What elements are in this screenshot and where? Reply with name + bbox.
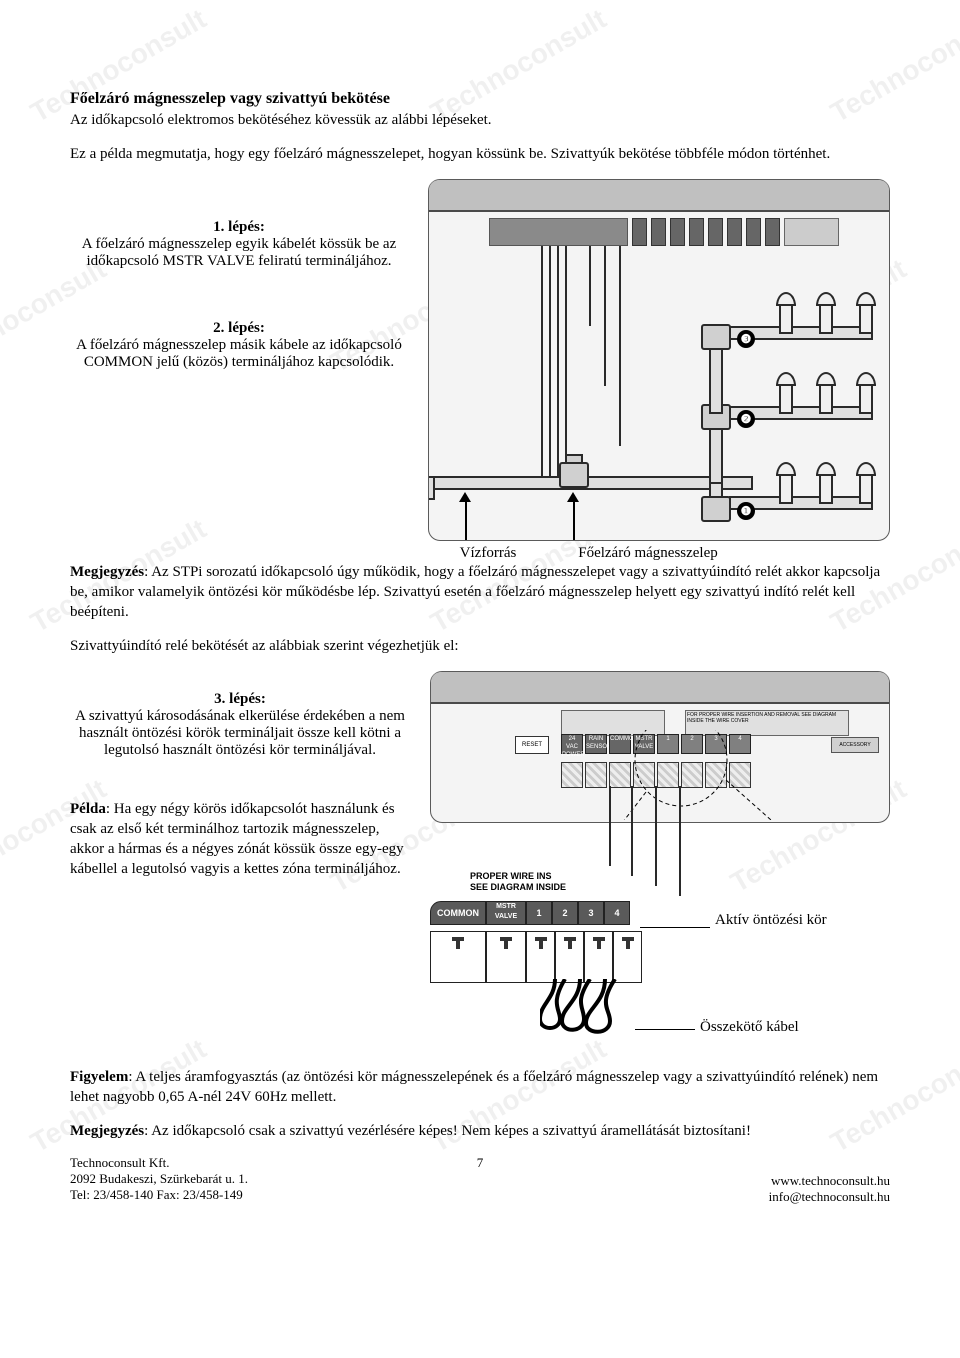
step-text-column: 1. lépés: A főelzáró mágnesszelep egyik … [70,179,408,371]
zoom-1: 1 [526,901,552,925]
intro-line-2: Ez a példa megmutatja, hogy egy főelzáró… [70,144,890,164]
accessory-label: ACCESSORY [831,737,879,753]
page: Technoconsult Technoconsult Technoconsul… [0,0,960,1195]
step3-column: 3. lépés: A szivattyú károsodásának elke… [70,671,410,894]
warn-label: Figyelem [70,1069,128,1085]
warn-text: : A teljes áramfogyasztás (az öntözési k… [70,1069,878,1105]
note-1: Megjegyzés: Az STPi sorozatú időkapcsoló… [70,562,890,623]
zoom-text-b: SEE DIAGRAM INSIDE [470,882,566,892]
steps-and-figure-1: 1. lépés: A főelzáró mágnesszelep egyik … [70,179,890,562]
note-2: Megjegyzés: Az időkapcsoló csak a szivat… [70,1121,890,1141]
callout-active: Aktív öntözési kör [715,911,827,929]
note1-text: : Az STPi sorozatú időkapcsoló úgy működ… [70,564,880,621]
panel-label-left [489,218,628,246]
footer-web: www.technoconsult.hu [771,1173,890,1188]
footer-company: Technoconsult Kft. [70,1155,169,1170]
example: Példa: Ha egy négy körös időkapcsolót ha… [70,799,410,880]
callout-jumper: Összekötő kábel [700,1019,799,1036]
valve-number-2: ❷ [737,410,755,428]
warning: Figyelem: A teljes áramfogyasztás (az ön… [70,1067,890,1108]
zoom-indicator-icon [586,730,816,820]
zoom-mstr: MSTR VALVE [486,901,526,925]
step3-text: A szivattyú károsodásának elkerülése érd… [70,708,410,759]
zoom-2: 2 [552,901,578,925]
example-label: Példa [70,801,106,817]
steps-and-figure-2: 3. lépés: A szivattyú károsodásának elke… [70,671,890,1051]
zoom-3: 3 [578,901,604,925]
controller-unit: ❶ ❷ [428,179,890,541]
reset-button-label: RESET [515,736,549,754]
section-title: Főelzáró mágnesszelep vagy szivattyú bek… [70,90,890,108]
zoom-text-a: PROPER WIRE INS [470,871,552,881]
step2-text: A főelzáró mágnesszelep másik kábele az … [70,337,408,371]
figure1-captions: Vízforrás Főelzáró mágnesszelep [428,545,888,562]
wiring-figure-1: ❶ ❷ [428,179,890,562]
caption-master-valve: Főelzáró mágnesszelep [548,545,748,562]
note2-text: : Az időkapcsoló csak a szivattyú vezérl… [144,1123,751,1139]
controller-unit-2: RESET FOR PROPER WIRE INSERTION AND REMO… [430,671,890,823]
zoom-4: 4 [604,901,630,925]
zoom-panel: PROPER WIRE INS SEE DIAGRAM INSIDE COMMO… [430,871,670,1031]
step1-label: 1. lépés: [213,219,265,235]
relay-intro: Szivattyúindító relé bekötését az alábbi… [70,636,890,656]
note2-label: Megjegyzés [70,1123,144,1139]
caption-vizforras: Vízforrás [428,545,548,562]
zoom-common: COMMON [430,901,486,925]
wiring-figure-2: RESET FOR PROPER WIRE INSERTION AND REMO… [430,671,890,1051]
example-text: : Ha egy négy körös időkapcsolót használ… [70,801,404,878]
jumper-wires-icon [540,979,650,1034]
page-number: 7 [477,1155,484,1171]
footer-email: info@technoconsult.hu [769,1189,890,1204]
valve-number-1: ❶ [737,502,755,520]
valve-number-3: ❸ [737,330,755,348]
step2-label: 2. lépés: [213,320,265,336]
intro-line-1: Az időkapcsoló elektromos bekötéséhez kö… [70,110,890,130]
footer-addr: 2092 Budakeszi, Szürkebarát u. 1. [70,1171,248,1186]
note1-label: Megjegyzés [70,564,144,580]
footer-tel: Tel: 23/458-140 Fax: 23/458-149 [70,1187,243,1202]
step3-label: 3. lépés: [214,691,266,707]
step1-text: A főelzáró mágnesszelep egyik kábelét kö… [70,236,408,270]
